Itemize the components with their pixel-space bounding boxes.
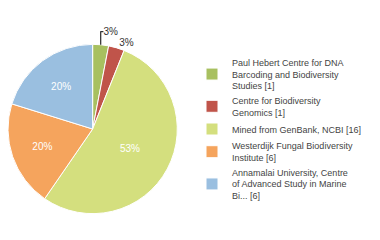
svg-text:Mined from GenBank, NCBI [16]: Mined from GenBank, NCBI [16] xyxy=(232,125,361,135)
svg-text:53%: 53% xyxy=(120,143,140,154)
svg-text:3%: 3% xyxy=(103,26,118,37)
svg-text:Westerdijk Fungal Biodiversity: Westerdijk Fungal BiodiversityInstitute … xyxy=(232,141,353,163)
svg-text:Paul Hebert Centre for DNABarc: Paul Hebert Centre for DNABarcoding and … xyxy=(232,58,344,91)
svg-text:Centre for BiodiversityGenomic: Centre for BiodiversityGenomics [1] xyxy=(232,96,321,118)
svg-text:20%: 20% xyxy=(51,81,71,92)
svg-text:Annamalai University, Centreof: Annamalai University, Centreof Advanced … xyxy=(232,168,348,201)
svg-text:3%: 3% xyxy=(119,37,134,48)
svg-text:20%: 20% xyxy=(32,141,52,152)
